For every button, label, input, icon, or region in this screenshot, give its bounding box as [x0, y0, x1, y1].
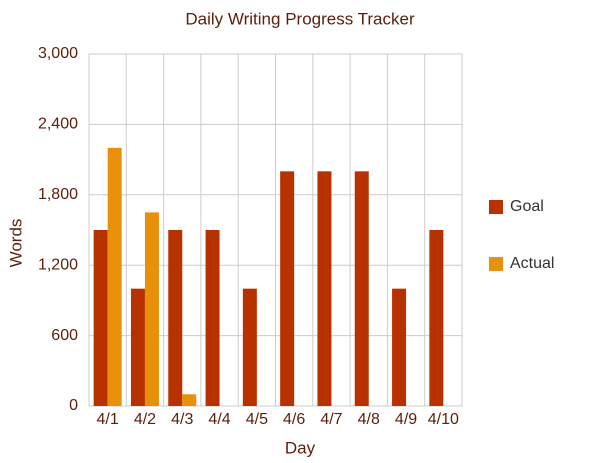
chart-title: Daily Writing Progress Tracker [185, 9, 415, 28]
legend-swatch [489, 257, 503, 271]
x-tick-label: 4/5 [246, 411, 268, 428]
x-tick-label: 4/10 [428, 411, 459, 428]
bar [242, 288, 257, 406]
x-tick-label: 4/7 [320, 411, 342, 428]
bar [317, 171, 332, 406]
legend-swatch [489, 200, 503, 214]
x-tick-label: 4/9 [395, 411, 417, 428]
y-tick-label: 600 [51, 327, 78, 344]
legend-label: Goal [510, 198, 544, 215]
y-tick-label: 1,200 [38, 256, 78, 273]
y-axis-label: Words [6, 219, 25, 268]
x-tick-label: 4/4 [208, 411, 230, 428]
bar [168, 230, 183, 406]
bar [107, 147, 122, 406]
bar [392, 288, 407, 406]
bar [182, 394, 197, 406]
x-tick-label: 4/2 [134, 411, 156, 428]
bar [93, 230, 108, 406]
x-tick-label: 4/6 [283, 411, 305, 428]
y-tick-label: 2,400 [38, 116, 78, 133]
x-tick-label: 4/1 [97, 411, 119, 428]
bar [205, 230, 220, 406]
y-tick-label: 1,800 [38, 186, 78, 203]
x-axis-label: Day [285, 438, 316, 457]
x-tick-label: 4/8 [358, 411, 380, 428]
legend-label: Actual [510, 255, 554, 272]
y-tick-label: 0 [69, 397, 78, 414]
bar [280, 171, 295, 406]
bar [144, 212, 159, 406]
bar [429, 230, 444, 406]
y-tick-label: 3,000 [38, 45, 78, 62]
bar [354, 171, 369, 406]
x-tick-label: 4/3 [171, 411, 193, 428]
bar [130, 288, 145, 406]
